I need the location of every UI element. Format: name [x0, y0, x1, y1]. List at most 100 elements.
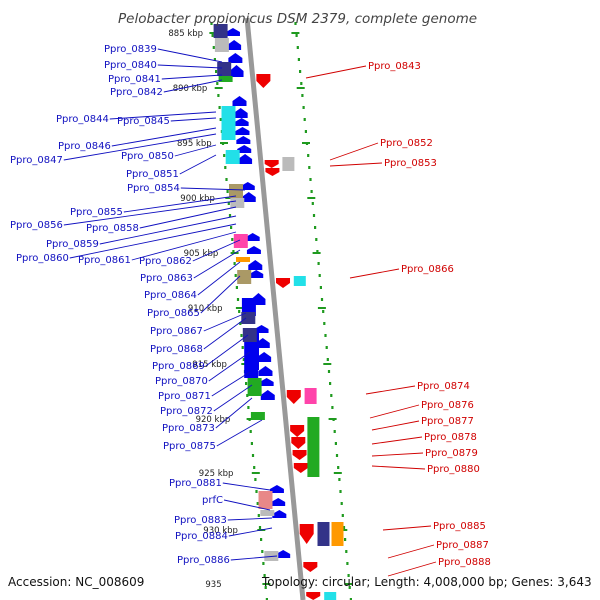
left-gene-label: Ppro_0873 [162, 423, 215, 434]
cog-block [242, 328, 257, 342]
cog-dot [245, 382, 248, 385]
left-gene-label: Ppro_0856 [10, 220, 63, 231]
left-gene-label: Ppro_0868 [150, 344, 203, 355]
forward-gene-arrow [237, 145, 252, 153]
cog-dot [234, 274, 237, 277]
cog-dot [250, 442, 253, 445]
reverse-gene-arrow [292, 450, 307, 460]
cog-dot [240, 334, 243, 337]
right-gene-label: Ppro_0877 [421, 416, 474, 427]
scale-tick-label: 905 kbp [184, 249, 219, 259]
left-gene-label: Ppro_0869 [152, 361, 205, 372]
scale-tick [328, 418, 337, 420]
leader-line [215, 397, 253, 429]
cog-dot [264, 586, 267, 589]
leader-line [131, 231, 237, 261]
cog-dot [251, 454, 255, 457]
leader-line [228, 527, 273, 537]
forward-gene-arrow [260, 390, 275, 400]
cog-dot [228, 214, 232, 217]
cog-dot [249, 430, 252, 433]
leader-line [157, 64, 223, 69]
leader-line [99, 215, 237, 245]
left-gene-label: Ppro_0875 [163, 441, 216, 452]
forward-gene-arrow [249, 270, 264, 278]
left-gene-label: Ppro_0862 [139, 256, 192, 267]
cog-block [304, 388, 317, 404]
forward-gene-arrow [228, 53, 243, 63]
cog-dot [301, 94, 304, 97]
leader-line [111, 127, 217, 147]
cog-dot [257, 514, 260, 517]
leader-line [329, 142, 379, 161]
cog-dot [218, 106, 221, 109]
cog-dot [337, 466, 340, 469]
scale-tick [323, 363, 332, 365]
leader-line [365, 385, 416, 395]
reverse-gene-arrow [276, 278, 291, 288]
cog-dot [296, 46, 299, 49]
cog-block [293, 276, 306, 286]
accession-text: Accession: NC_008609 [8, 575, 144, 589]
scale-tick [235, 307, 244, 309]
scale-tick [220, 142, 228, 144]
leader-line [174, 144, 217, 157]
leader-line [387, 544, 435, 559]
cog-dot [261, 550, 264, 553]
cog-dot [238, 310, 241, 313]
cog-dot [330, 394, 333, 397]
cog-block [307, 417, 320, 477]
map-title: Pelobacter propionicus DSM 2379, complet… [118, 11, 477, 27]
leader-line [157, 48, 223, 63]
leader-line [222, 482, 271, 491]
left-gene-label: Ppro_0859 [46, 239, 99, 250]
leader-line [371, 452, 424, 457]
left-gene-label: Ppro_0867 [150, 326, 203, 337]
cog-block [247, 378, 262, 396]
cog-dot [242, 358, 245, 361]
scale-tick [333, 472, 342, 474]
left-gene-label: Ppro_0846 [58, 141, 111, 152]
cog-block [229, 184, 243, 198]
cog-dot [322, 310, 325, 313]
scale-tick [291, 32, 300, 34]
left-gene-label: Ppro_0870 [155, 376, 208, 387]
cog-dot [258, 526, 262, 529]
cog-dot [235, 286, 238, 289]
forward-gene-arrow [269, 485, 284, 493]
leader-line [109, 111, 217, 120]
genome-backbone [244, 17, 306, 600]
leader-line [69, 223, 237, 259]
leader-line [123, 195, 237, 213]
leader-line [371, 465, 426, 470]
cog-dot [345, 550, 348, 553]
cog-dot [231, 238, 234, 241]
left-gene-label: Ppro_0844 [56, 114, 109, 125]
scale-tick [302, 142, 310, 144]
cog-dot [215, 70, 218, 73]
leader-line [197, 261, 241, 296]
cog-block [230, 198, 245, 208]
leader-line [163, 79, 223, 93]
cog-block [213, 24, 228, 38]
scale-tick [312, 252, 321, 254]
leader-line [205, 334, 249, 367]
leader-line [371, 436, 423, 445]
cog-block [241, 312, 256, 324]
cog-dot [307, 154, 310, 157]
cog-dot [324, 334, 327, 337]
cog-dot [325, 346, 328, 349]
leader-line [227, 517, 273, 521]
forward-gene-block [241, 298, 256, 316]
leader-line [193, 249, 241, 279]
cog-dot [299, 70, 302, 73]
cog-dot [254, 478, 257, 481]
right-gene-label: Ppro_0885 [433, 521, 486, 532]
cog-block [331, 522, 344, 546]
cog-dot [331, 406, 334, 409]
leader-line [139, 206, 237, 229]
left-gene-label: Ppro_0858 [86, 223, 139, 234]
left-gene-label: Ppro_0864 [144, 290, 197, 301]
cog-dot [225, 178, 228, 181]
